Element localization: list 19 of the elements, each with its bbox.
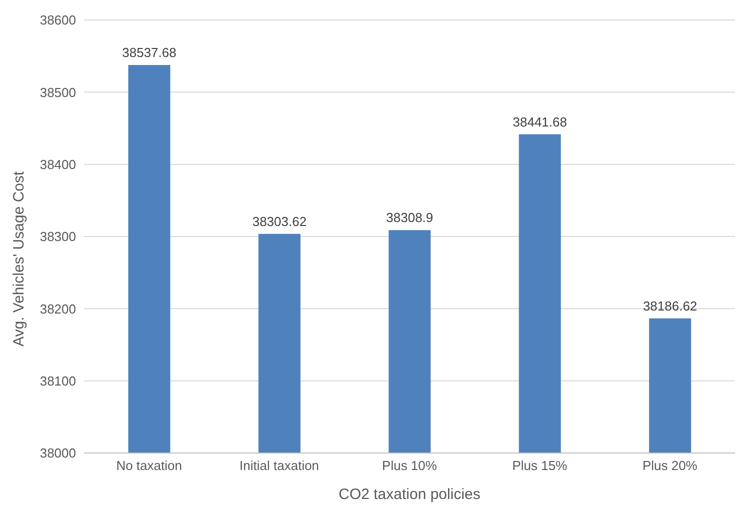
- x-tick-label: Initial taxation: [240, 458, 320, 474]
- y-tick-label: 38500: [40, 84, 76, 100]
- data-label: 38537.68: [122, 44, 176, 60]
- y-tick-label: 38000: [40, 446, 76, 461]
- y-tick-label: 38600: [40, 12, 76, 28]
- data-label: 38308.9: [386, 210, 434, 226]
- y-tick-label: 38300: [40, 229, 76, 244]
- data-label: 38303.62: [252, 214, 307, 229]
- x-axis-title: CO2 taxation policies: [338, 486, 480, 503]
- y-tick-label: 38200: [40, 301, 76, 316]
- data-label: 38186.62: [642, 298, 698, 314]
- data-label: 38441.68: [512, 114, 567, 130]
- x-tick-label: Plus 15%: [512, 458, 568, 474]
- y-tick-label: 38400: [40, 156, 76, 172]
- x-tick-label: No taxation: [116, 458, 182, 474]
- x-tick-label: Plus 20%: [642, 458, 698, 474]
- y-tick-label: 38100: [40, 373, 76, 388]
- x-tick-label: Plus 10%: [382, 458, 438, 474]
- y-axis-title: Avg. Vehicles' Usage Cost: [10, 170, 28, 346]
